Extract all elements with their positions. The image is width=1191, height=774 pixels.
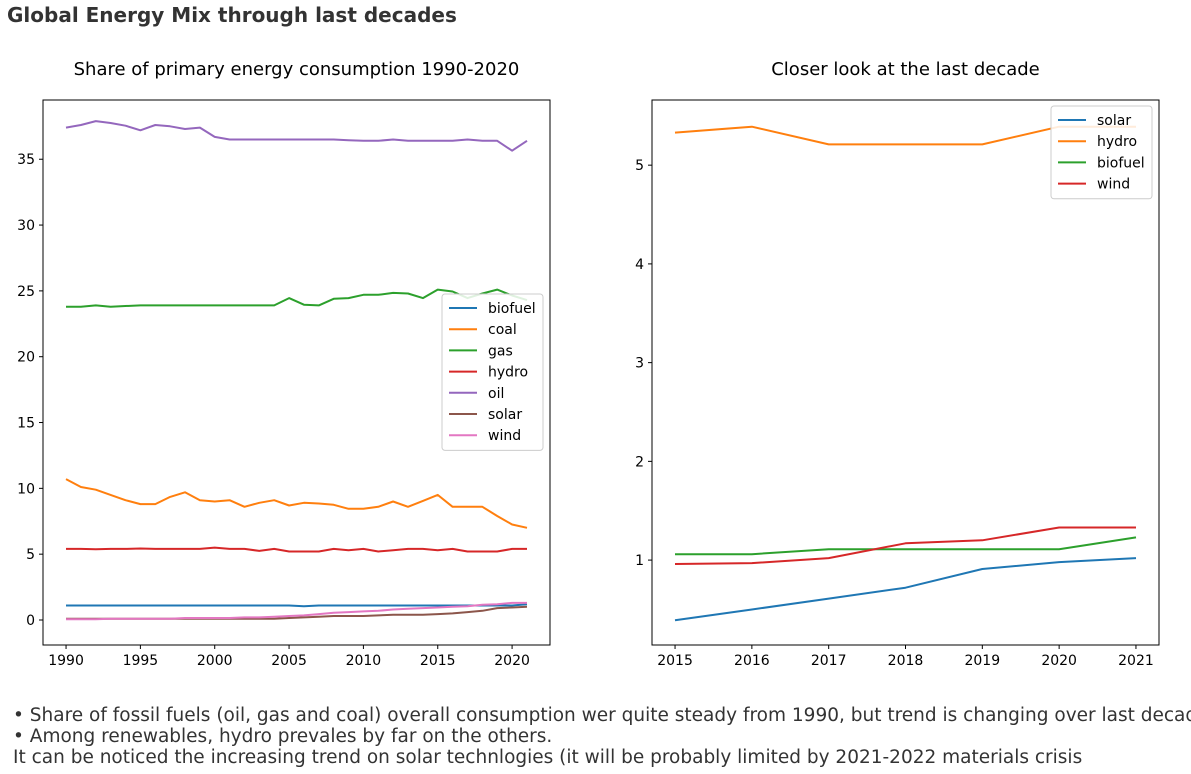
legend-label-biofuel: biofuel [488,301,536,317]
x-tick-label: 2020 [1041,653,1077,669]
y-tick-label: 10 [17,481,35,497]
series-line-hydro [66,546,527,553]
x-tick-label: 1990 [48,653,84,669]
x-tick-label: 2015 [420,653,456,669]
y-tick-label: 5 [26,547,35,563]
legend-label-hydro: hydro [1097,134,1137,150]
legend-label-gas: gas [488,343,513,359]
y-tick-label: 2 [635,454,644,470]
legend-label-wind: wind [488,428,521,444]
y-tick-label: 0 [26,613,35,629]
y-tick-label: 35 [17,152,35,168]
series-line-coal [65,478,528,529]
series-line-wind [66,601,527,621]
legend-label-oil: oil [488,386,504,402]
series-line-biofuel [675,536,1137,556]
legend-label-wind: wind [1097,177,1130,193]
plot-frame [42,99,551,646]
legend: solar hydro biofuel wind [1050,105,1153,200]
y-tick-label: 30 [17,218,35,234]
series-line-solar [66,605,528,620]
y-tick-label: 25 [17,284,35,300]
y-tick-label: 5 [635,158,644,174]
x-tick-label: 2018 [888,653,924,669]
chart-title: Share of primary energy consumption 1990… [74,59,520,80]
y-tick-label: 15 [17,416,35,432]
series-line-oil [65,120,528,152]
series-line-biofuel [66,603,528,608]
x-tick-label: 2015 [657,653,693,669]
chart-title: Closer look at the last decade [771,59,1040,80]
series-line-wind [674,526,1136,565]
figure-suptitle: Global Energy Mix through last decades [7,3,457,27]
y-tick-label: 20 [17,350,35,366]
chart-last-decade: Closer look at the last decade 2015 2016 20… [635,59,1160,669]
x-tick-label: 2010 [346,653,382,669]
x-tick-label: 2021 [1118,653,1154,669]
x-tick-label: 2020 [494,653,530,669]
x-tick-label: 2005 [271,653,307,669]
legend: biofuel coal gas hydro oil solar wind [441,293,544,451]
legend-label-coal: coal [488,322,517,338]
x-tick-label: 2016 [734,653,770,669]
series-line-gas [66,288,528,308]
x-tick-label: 2019 [964,653,1000,669]
y-tick-label: 3 [635,356,644,372]
legend-frame [1050,105,1153,200]
legend-label-biofuel: biofuel [1097,155,1145,171]
note-line-3: It can be noticed the increasing trend o… [13,747,1083,768]
x-tick-label: 2017 [811,653,847,669]
legend-label-solar: solar [1097,113,1131,129]
y-tick-label: 4 [635,257,644,273]
x-tick-label: 2000 [197,653,233,669]
chart-energy-share: Share of primary energy consumption 1990… [17,59,551,669]
legend-frame [441,293,544,451]
y-tick-label: 1 [635,553,644,569]
legend-label-hydro: hydro [488,365,528,381]
series-line-solar [674,557,1137,622]
x-tick-label: 1995 [123,653,159,669]
legend-label-solar: solar [488,407,522,423]
note-line-2: • Among renewables, hydro prevales by fa… [13,726,553,747]
note-line-1: • Share of fossil fuels (oil, gas and co… [13,705,1191,726]
